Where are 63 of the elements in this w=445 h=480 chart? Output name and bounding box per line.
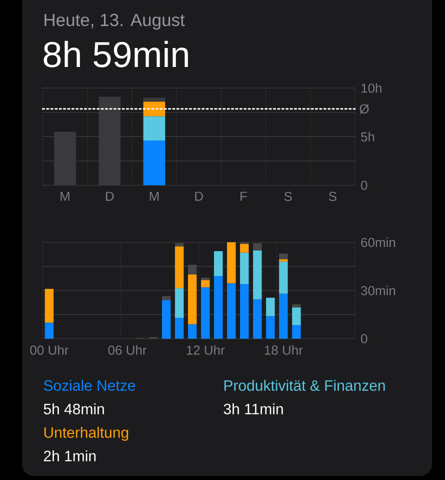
bar <box>279 294 288 339</box>
x-tick-label: S <box>284 192 292 202</box>
bar <box>188 324 197 339</box>
bar <box>174 288 184 318</box>
y-tick-label: 5h <box>361 132 374 142</box>
bar <box>44 288 54 323</box>
x-tick-label: 12 Uhr <box>186 345 225 355</box>
x-tick-label: D <box>195 192 203 201</box>
text: 5h 48min <box>44 403 104 414</box>
y-tick-label: 30min <box>361 286 396 296</box>
x-tick-label: F <box>240 192 247 201</box>
bar <box>227 242 236 284</box>
bar <box>266 316 275 339</box>
text: 2h 1min <box>44 450 96 462</box>
bar <box>201 280 210 288</box>
x-tick-label: 06 Uhr <box>108 345 147 355</box>
y-tick-label: 60min <box>361 238 396 248</box>
y-tick-label: 0 <box>361 334 368 344</box>
bar <box>188 274 197 324</box>
bar <box>174 243 184 246</box>
bar <box>162 296 171 300</box>
x-tick-label: M <box>60 192 70 201</box>
text: 3h 11min <box>224 403 283 414</box>
x-tick-label: S <box>328 192 336 202</box>
ref-line-label: Ø <box>360 104 369 114</box>
bar <box>162 300 171 339</box>
x-tick-label: 00 Uhr <box>30 345 68 355</box>
bar <box>174 318 184 339</box>
bar <box>240 284 249 339</box>
chart-title: Heute, 13. August <box>44 14 185 30</box>
bar <box>253 299 262 339</box>
bar <box>214 276 223 339</box>
bar <box>292 304 301 308</box>
bar <box>292 325 301 339</box>
x-tick-label: D <box>106 192 114 201</box>
text: Soziale Netze <box>44 380 136 391</box>
x-tick-label: M <box>150 192 159 201</box>
bar <box>188 264 197 274</box>
bar <box>279 262 288 294</box>
bar <box>174 246 184 288</box>
bar <box>143 140 166 186</box>
y-tick-label: 10h <box>362 83 382 93</box>
bar <box>253 250 262 300</box>
y-tick-label: 0 <box>361 180 368 190</box>
bar <box>143 98 166 102</box>
bar <box>201 278 210 280</box>
bar <box>266 298 275 316</box>
bar <box>240 252 249 284</box>
bar <box>201 287 210 339</box>
bar <box>292 307 301 326</box>
bar <box>214 251 223 276</box>
bar <box>279 254 288 260</box>
bar <box>240 244 249 253</box>
bar <box>253 243 262 250</box>
bar <box>143 102 166 116</box>
bar <box>143 116 166 141</box>
chart-subtitle: 8h 59min <box>44 40 188 68</box>
bar <box>44 322 54 339</box>
text: Produktivität & Finanzen <box>224 380 385 391</box>
bar <box>279 259 288 262</box>
text: Unterhaltung <box>44 426 128 441</box>
x-tick-label: 18 Uhr <box>264 345 303 355</box>
bar <box>227 283 236 339</box>
